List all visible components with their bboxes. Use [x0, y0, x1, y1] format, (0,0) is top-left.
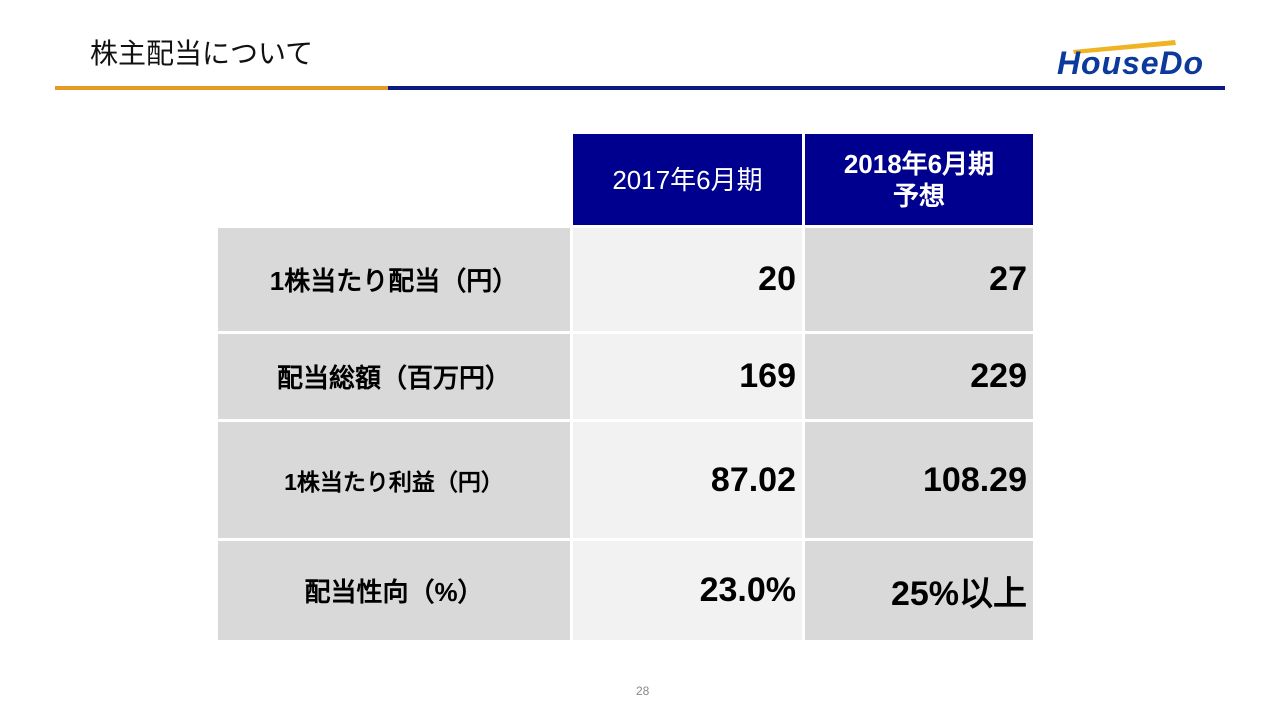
- title-underline-navy: [388, 86, 1225, 90]
- row-label: 1株当たり配当（円）: [218, 228, 570, 331]
- svg-text:HouseDo: HouseDo: [1057, 45, 1203, 78]
- row-label: 1株当たり利益（円）: [218, 422, 570, 538]
- title-underline-orange: [55, 86, 388, 90]
- row-label: 配当総額（百万円）: [218, 334, 570, 419]
- row-label: 配当性向（%）: [218, 541, 570, 640]
- cell-2018: 229: [805, 334, 1033, 419]
- cell-2018: 108.29: [805, 422, 1033, 538]
- cell-2017: 23.0%: [573, 541, 802, 640]
- cell-2018: 27: [805, 228, 1033, 331]
- housedo-logo: HouseDo: [1057, 40, 1203, 78]
- cell-2018: 25%以上: [805, 541, 1033, 640]
- cell-2017: 20: [573, 228, 802, 331]
- header-2017: 2017年6月期: [573, 134, 802, 225]
- cell-2017: 87.02: [573, 422, 802, 538]
- page-number: 28: [636, 684, 650, 698]
- cell-2017: 169: [573, 334, 802, 419]
- header-2018-forecast: 2018年6月期 予想: [805, 134, 1033, 225]
- page-title: 株主配当について: [90, 38, 314, 69]
